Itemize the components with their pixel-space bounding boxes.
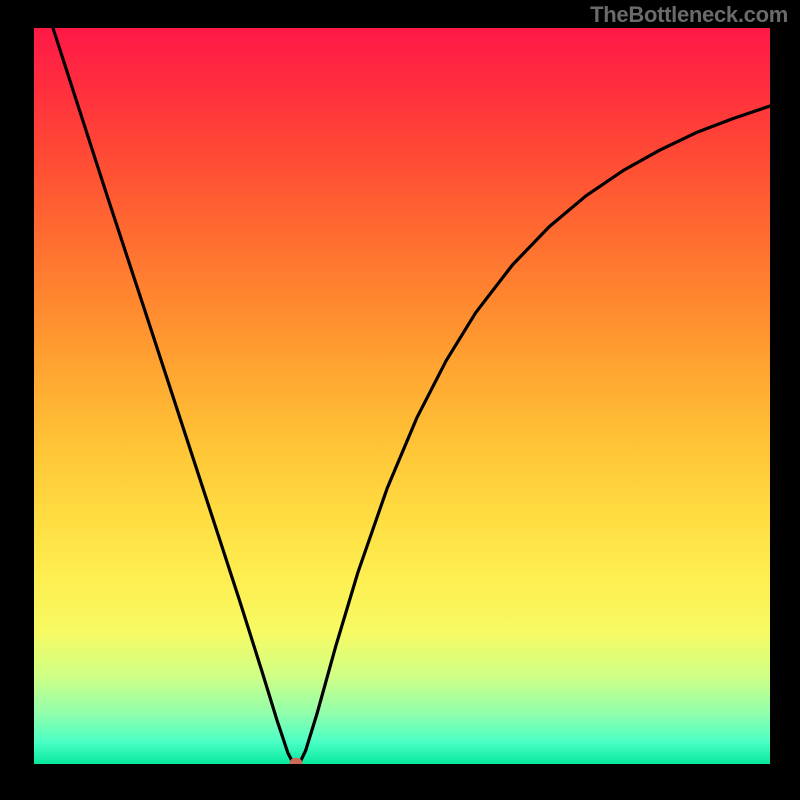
bottleneck-chart bbox=[0, 0, 800, 800]
watermark-label: TheBottleneck.com bbox=[590, 2, 788, 28]
optimal-point-marker bbox=[290, 758, 303, 769]
chart-container: TheBottleneck.com bbox=[0, 0, 800, 800]
gradient-background bbox=[34, 28, 770, 764]
